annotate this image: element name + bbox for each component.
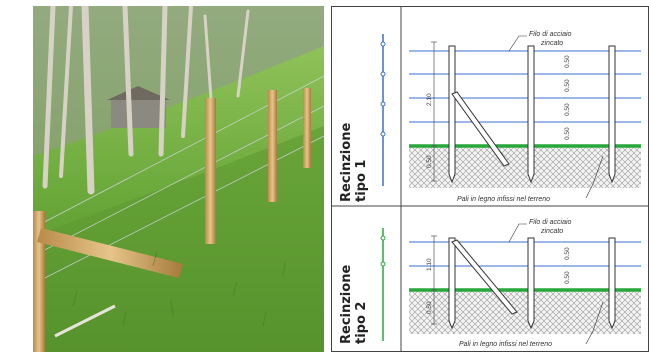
brace-2 bbox=[451, 239, 518, 315]
panel-tipo-2: 1.10 0.50 0.50 0.50 Filo di acciaio zinc… bbox=[380, 219, 641, 348]
panel-tipo-1: 2.10 0.50 0.50 0.50 0.50 0.50 Filo di ac… bbox=[380, 31, 641, 203]
wire-label-1a: Filo di acciaio bbox=[529, 31, 572, 38]
wire-label-1b: zincato bbox=[540, 40, 563, 47]
side-wire-node bbox=[380, 261, 386, 267]
side-wire-node bbox=[380, 71, 386, 77]
spacing-2: 0.50 bbox=[564, 79, 571, 92]
height-label-2: 1.10 bbox=[426, 258, 433, 271]
post-4 bbox=[448, 237, 456, 330]
panel-title-2: Recinzione tipo 2 bbox=[339, 264, 369, 344]
post-3 bbox=[608, 45, 616, 184]
post-1 bbox=[448, 45, 456, 184]
post-2 bbox=[527, 45, 535, 184]
side-wire-node bbox=[380, 101, 386, 107]
spacing-1: 0.50 bbox=[564, 55, 571, 68]
wire-label-2b: zincato bbox=[540, 228, 563, 235]
side-wire-node bbox=[380, 41, 386, 47]
fence-spec-table: 2.10 0.50 0.50 0.50 0.50 0.50 Filo di ac… bbox=[331, 6, 649, 352]
panel-title-1: Recinzione tipo 1 bbox=[339, 122, 369, 202]
post-label-1: Pali in legno infissi nel terreno bbox=[457, 196, 550, 203]
fence-photo bbox=[33, 6, 324, 352]
spacing-3: 0.50 bbox=[564, 103, 571, 116]
depth-label-2: 0.50 bbox=[426, 301, 433, 314]
post-5 bbox=[527, 237, 535, 330]
ground-hatch-2 bbox=[409, 290, 641, 334]
spacing-5: 0.50 bbox=[564, 247, 571, 260]
brace-1 bbox=[451, 91, 510, 167]
height-label-1: 2.10 bbox=[426, 93, 433, 106]
post-6 bbox=[608, 237, 616, 330]
depth-label-1: 0.50 bbox=[426, 155, 433, 168]
spacing-4: 0.50 bbox=[564, 127, 571, 140]
side-wire-node bbox=[380, 131, 386, 137]
wire-label-2a: Filo di acciaio bbox=[529, 219, 572, 226]
spacing-6: 0.50 bbox=[564, 271, 571, 284]
side-wire-node bbox=[380, 235, 386, 241]
ground-hatch-1 bbox=[409, 146, 641, 188]
post-label-2: Pali in legno infissi nel terreno bbox=[459, 341, 552, 348]
fence-drawings: 2.10 0.50 0.50 0.50 0.50 0.50 Filo di ac… bbox=[331, 6, 649, 352]
